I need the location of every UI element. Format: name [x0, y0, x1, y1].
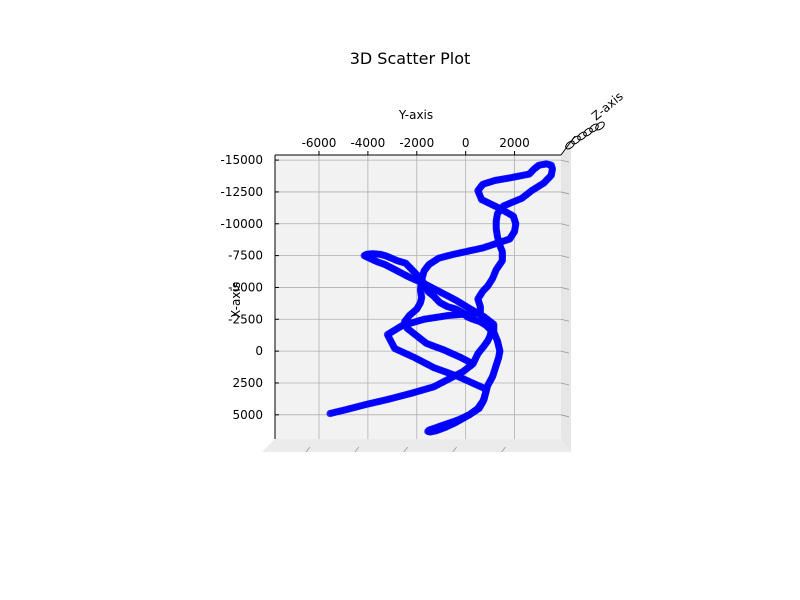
bottom-tick-mark [452, 446, 457, 453]
side-tick-mark [560, 350, 570, 354]
side-tick-mark [560, 223, 570, 227]
x-tick-label: -5000 [228, 280, 263, 294]
x-tick-label: -7500 [228, 249, 263, 263]
y-ticks: -6000 -4000 -2000 0 2000 [302, 136, 530, 453]
x-tick-label: -15000 [220, 153, 263, 167]
x-tick-label: 0 [255, 344, 263, 358]
x-tick-label: 2500 [232, 376, 263, 390]
y-axis-label: Y-axis [398, 108, 433, 122]
side-pane [561, 143, 571, 452]
x-tick-label: -10000 [220, 217, 263, 231]
side-tick-mark [560, 318, 570, 322]
side-tick-mark [560, 414, 570, 418]
z-tick-cluster [565, 121, 605, 150]
side-tick-mark [560, 159, 570, 163]
y-tick-label: 0 [462, 136, 470, 150]
z-axis-label: Z-axis [589, 89, 626, 123]
chart-title: 3D Scatter Plot [350, 49, 471, 68]
data-points [326, 160, 557, 436]
side-tick-mark [560, 287, 570, 290]
x-axis-label: X-axis [229, 282, 243, 318]
bottom-tick-mark [403, 446, 409, 453]
x-tick-label: -2500 [228, 312, 263, 326]
side-tick-mark [560, 191, 570, 195]
y-tick-label: 2000 [499, 136, 530, 150]
y-tick-label: -6000 [302, 136, 337, 150]
y-tick-label: -4000 [350, 136, 385, 150]
bottom-pane [262, 439, 571, 452]
bottom-tick-mark [354, 446, 360, 453]
x-tick-label: 5000 [232, 408, 263, 422]
x-tick-label: -12500 [220, 185, 263, 199]
y-tick-label: -2000 [399, 136, 434, 150]
side-tick-mark [560, 382, 570, 386]
side-tick-mark [560, 255, 570, 258]
scatter-point [467, 359, 475, 367]
bottom-tick-mark [501, 446, 506, 453]
x-ticks: -15000 -12500 -10000 -7500 -5000 -2500 0 2500 50… [220, 153, 570, 422]
bottom-tick-mark [305, 446, 311, 453]
